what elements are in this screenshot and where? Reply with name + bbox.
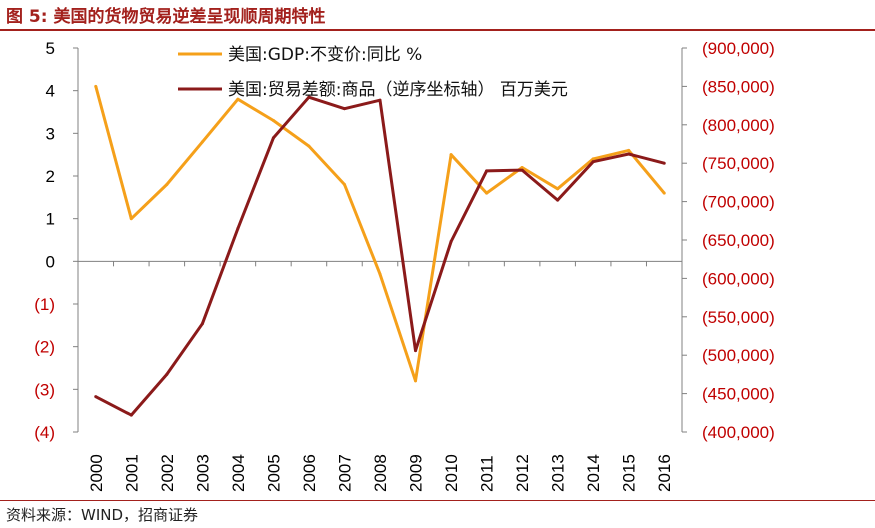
x-tick-label: 2014 (584, 454, 603, 492)
right-tick-label: (550,000) (702, 308, 775, 327)
right-tick-label: (750,000) (702, 154, 775, 173)
x-tick-label: 2012 (513, 454, 532, 492)
trade-point (627, 152, 631, 156)
right-tick-label: (900,000) (702, 39, 775, 58)
series-layer (94, 84, 666, 417)
right-tick-label: (450,000) (702, 385, 775, 404)
trade-point (129, 413, 133, 417)
gdp-point (414, 379, 418, 383)
left-tick-label: (4) (34, 423, 55, 442)
trade-point (520, 168, 524, 172)
right-tick-label: (600,000) (702, 269, 775, 288)
trade-point (307, 95, 311, 99)
x-tick-label: 2004 (229, 454, 248, 492)
left-tick-label: 0 (46, 252, 55, 271)
x-tick-label: 2000 (87, 454, 106, 492)
gdp-point (485, 191, 489, 195)
left-tick-label: (3) (34, 380, 55, 399)
gdp-point (520, 165, 524, 169)
right-tick-label: (800,000) (702, 116, 775, 135)
x-tick-label: 2013 (549, 454, 568, 492)
trade-point (94, 395, 98, 399)
source-rule (0, 500, 875, 501)
gdp-point (378, 272, 382, 276)
left-tick-label: 2 (46, 167, 55, 186)
left-tick-label: 4 (46, 82, 55, 101)
right-tick-label: (700,000) (702, 193, 775, 212)
right-tick-label: (400,000) (702, 423, 775, 442)
gdp-point (662, 191, 666, 195)
trade-point (485, 169, 489, 173)
x-tick-label: 2008 (371, 454, 390, 492)
x-tick-label: 2001 (122, 454, 141, 492)
trade-point (342, 107, 346, 111)
x-tick-label: 2016 (655, 454, 674, 492)
gdp-point (342, 183, 346, 187)
source-note: 资料来源：WIND，招商证券 (6, 506, 199, 524)
title-rule (0, 29, 875, 31)
left-tick-label: 1 (46, 210, 55, 229)
legend-label-gdp: 美国:GDP:不变价:同比 % (228, 45, 422, 65)
legend-layer: 美国:GDP:不变价:同比 % 美国:贸易差额:商品（逆序坐标轴） 百万美元 (178, 45, 568, 100)
trade-point (271, 136, 275, 140)
figure-title: 图 5: 美国的货物贸易逆差呈现顺周期特性 (6, 7, 326, 27)
x-tick-label: 2015 (620, 454, 639, 492)
gdp-point (271, 119, 275, 123)
left-tick-label: (2) (34, 338, 55, 357)
trade-point (449, 240, 453, 244)
trade-point (378, 98, 382, 102)
gdp-point (307, 144, 311, 148)
gdp-point (165, 183, 169, 187)
gdp-point (94, 84, 98, 88)
x-tick-label: 2011 (478, 455, 497, 492)
left-tick-label: 5 (46, 39, 55, 58)
trade-point (414, 349, 418, 353)
gdp-point (200, 140, 204, 144)
x-tick-label: 2005 (264, 454, 283, 492)
x-tick-label: 2003 (193, 454, 212, 492)
trade-point (200, 322, 204, 326)
right-tick-label: (500,000) (702, 346, 775, 365)
trade-point (591, 160, 595, 164)
gdp-point (556, 187, 560, 191)
axes-layer: 5 4 3 2 1 0 (1) (2) (3) (4) (900,000) (850,000) (800… (34, 39, 775, 492)
x-tick-label: 2010 (442, 454, 461, 492)
trade-balance-line (95, 95, 665, 417)
gdp-point (591, 157, 595, 161)
gdp-point (627, 148, 631, 152)
gdp-growth-line (94, 86, 666, 383)
x-tick-label: 2007 (335, 454, 354, 492)
x-tick-label: 2006 (300, 454, 319, 492)
trade-point (236, 226, 240, 230)
gdp-point (449, 153, 453, 157)
gdp-point (129, 217, 133, 221)
trade-point (662, 161, 666, 165)
x-tick-label: 2002 (158, 454, 177, 492)
left-tick-label: 3 (46, 124, 55, 143)
right-tick-label: (650,000) (702, 231, 775, 250)
left-tick-label: (1) (34, 295, 55, 314)
trade-point (556, 198, 560, 202)
x-tick-label: 2009 (407, 454, 426, 492)
trade-point (165, 372, 169, 376)
gdp-point (236, 97, 240, 101)
right-tick-label: (850,000) (702, 77, 775, 96)
legend-label-trade: 美国:贸易差额:商品（逆序坐标轴） 百万美元 (228, 80, 568, 100)
